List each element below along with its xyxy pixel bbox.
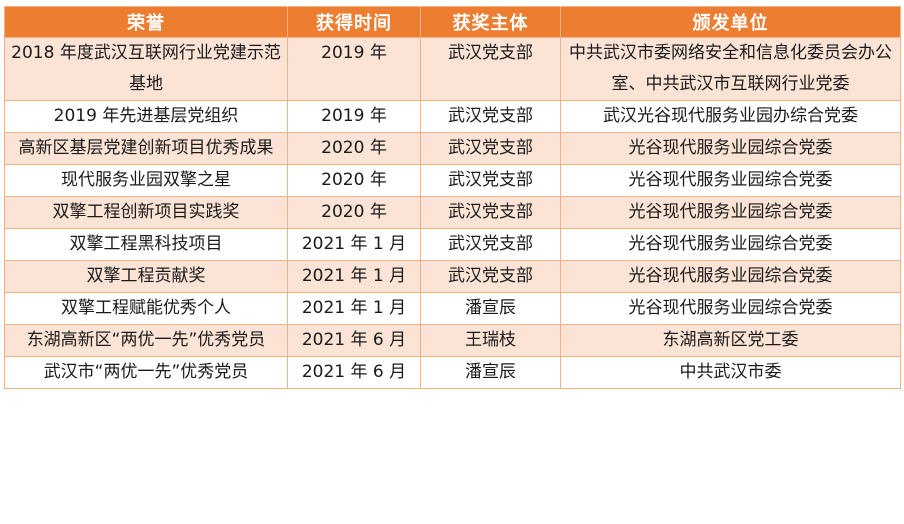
table-row: 2019 年先进基层党组织 2019 年 武汉党支部 武汉光谷现代服务业园办综合… <box>4 100 901 133</box>
cell-recipient: 武汉党支部 <box>420 37 561 101</box>
table-row: 双擎工程赋能优秀个人 2021 年 1 月 潘宣辰 光谷现代服务业园综合党委 <box>4 292 901 325</box>
cell-date: 2021 年 1 月 <box>287 260 421 293</box>
cell-honor: 东湖高新区“两优一先”优秀党员 <box>4 324 288 357</box>
cell-recipient: 武汉党支部 <box>420 132 561 165</box>
cell-honor: 武汉市“两优一先”优秀党员 <box>4 356 288 389</box>
cell-recipient: 武汉党支部 <box>420 100 561 133</box>
cell-date: 2020 年 <box>287 196 421 229</box>
table-row: 东湖高新区“两优一先”优秀党员 2021 年 6 月 王瑞枝 东湖高新区党工委 <box>4 324 901 357</box>
cell-date: 2021 年 6 月 <box>287 324 421 357</box>
table-row: 2018 年度武汉互联网行业党建示范基地 2019 年 武汉党支部 中共武汉市委… <box>4 37 901 101</box>
table-row: 武汉市“两优一先”优秀党员 2021 年 6 月 潘宣辰 中共武汉市委 <box>4 356 901 389</box>
cell-date: 2019 年 <box>287 37 421 101</box>
cell-issuer: 光谷现代服务业园综合党委 <box>560 196 901 229</box>
cell-recipient: 潘宣辰 <box>420 356 561 389</box>
cell-honor: 2018 年度武汉互联网行业党建示范基地 <box>4 37 288 101</box>
cell-date: 2021 年 1 月 <box>287 292 421 325</box>
cell-honor: 双擎工程黑科技项目 <box>4 228 288 261</box>
cell-date: 2020 年 <box>287 164 421 197</box>
cell-recipient: 潘宣辰 <box>420 292 561 325</box>
header-issuer: 颁发单位 <box>560 6 901 38</box>
cell-date: 2020 年 <box>287 132 421 165</box>
cell-recipient: 武汉党支部 <box>420 228 561 261</box>
header-row: 荣誉 获得时间 获奖主体 颁发单位 <box>4 6 901 38</box>
table-row: 双擎工程贡献奖 2021 年 1 月 武汉党支部 光谷现代服务业园综合党委 <box>4 260 901 293</box>
cell-issuer: 光谷现代服务业园综合党委 <box>560 228 901 261</box>
table-row: 高新区基层党建创新项目优秀成果 2020 年 武汉党支部 光谷现代服务业园综合党… <box>4 132 901 165</box>
cell-honor: 现代服务业园双擎之星 <box>4 164 288 197</box>
cell-date: 2021 年 6 月 <box>287 356 421 389</box>
cell-recipient: 王瑞枝 <box>420 324 561 357</box>
cell-issuer: 光谷现代服务业园综合党委 <box>560 292 901 325</box>
cell-issuer: 中共武汉市委 <box>560 356 901 389</box>
honors-table: 荣誉 获得时间 获奖主体 颁发单位 2018 年度武汉互联网行业党建示范基地 2… <box>4 6 901 389</box>
cell-issuer: 中共武汉市委网络安全和信息化委员会办公室、中共武汉市互联网行业党委 <box>560 37 901 101</box>
cell-date: 2019 年 <box>287 100 421 133</box>
cell-recipient: 武汉党支部 <box>420 196 561 229</box>
header-honor: 荣誉 <box>4 6 288 38</box>
cell-date: 2021 年 1 月 <box>287 228 421 261</box>
cell-honor: 高新区基层党建创新项目优秀成果 <box>4 132 288 165</box>
cell-recipient: 武汉党支部 <box>420 260 561 293</box>
cell-issuer: 光谷现代服务业园综合党委 <box>560 260 901 293</box>
cell-issuer: 光谷现代服务业园综合党委 <box>560 132 901 165</box>
cell-issuer: 武汉光谷现代服务业园办综合党委 <box>560 100 901 133</box>
cell-issuer: 光谷现代服务业园综合党委 <box>560 164 901 197</box>
table-row: 现代服务业园双擎之星 2020 年 武汉党支部 光谷现代服务业园综合党委 <box>4 164 901 197</box>
header-recipient: 获奖主体 <box>420 6 561 38</box>
cell-honor: 双擎工程创新项目实践奖 <box>4 196 288 229</box>
cell-issuer: 东湖高新区党工委 <box>560 324 901 357</box>
table-row: 双擎工程黑科技项目 2021 年 1 月 武汉党支部 光谷现代服务业园综合党委 <box>4 228 901 261</box>
header-date: 获得时间 <box>287 6 421 38</box>
cell-honor: 双擎工程赋能优秀个人 <box>4 292 288 325</box>
cell-recipient: 武汉党支部 <box>420 164 561 197</box>
cell-honor: 2019 年先进基层党组织 <box>4 100 288 133</box>
cell-honor: 双擎工程贡献奖 <box>4 260 288 293</box>
table-row: 双擎工程创新项目实践奖 2020 年 武汉党支部 光谷现代服务业园综合党委 <box>4 196 901 229</box>
